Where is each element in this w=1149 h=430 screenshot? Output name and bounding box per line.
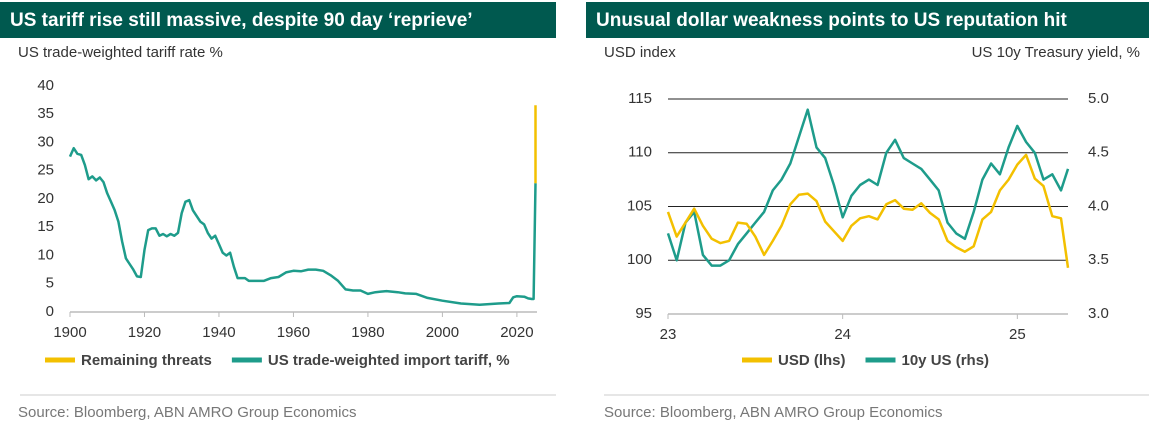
x-tick-label: 2020 <box>500 324 533 341</box>
y-tick-label: 5 <box>46 275 54 292</box>
y2-axis-label: US 10y Treasury yield, % <box>972 44 1140 61</box>
x-tick-label: 23 <box>660 326 677 343</box>
x-tick-label: 1920 <box>128 324 161 341</box>
source: Source: Bloomberg, ABN AMRO Group Econom… <box>604 404 942 421</box>
legend-label: US trade-weighted import tariff, % <box>268 352 510 369</box>
y2-tick-label: 5.0 <box>1088 90 1109 107</box>
y-tick-label: 20 <box>37 190 54 207</box>
y-tick-label: 25 <box>37 162 54 179</box>
y-tick-label: 105 <box>627 197 652 214</box>
source: Source: Bloomberg, ABN AMRO Group Econom… <box>18 404 356 421</box>
y-tick-label: 95 <box>635 305 652 322</box>
x-tick-label: 25 <box>1009 326 1026 343</box>
line-series <box>666 153 1070 268</box>
x-tick-label: 1900 <box>53 324 86 341</box>
legend-label: Remaining threats <box>81 352 212 369</box>
x-tick-label: 24 <box>834 326 851 343</box>
y-tick-label: 30 <box>37 133 54 150</box>
y-tick-label: 115 <box>628 90 652 107</box>
y-tick-label: 15 <box>37 218 54 235</box>
y-tick-label: 10 <box>37 246 54 263</box>
y-tick-label: 110 <box>628 144 652 161</box>
legend-label: 10y US (rhs) <box>902 352 990 369</box>
x-tick-label: 1940 <box>202 324 235 341</box>
y-tick-label: 40 <box>37 77 54 94</box>
chart-title: US tariff rise still massive, despite 90… <box>10 10 473 31</box>
y-axis-label: US trade-weighted tariff rate % <box>18 44 223 61</box>
y2-tick-label: 3.5 <box>1088 251 1109 268</box>
y-tick-label: 100 <box>627 251 652 268</box>
y-axis-label: USD index <box>604 44 676 61</box>
x-tick-label: 1960 <box>277 324 310 341</box>
y-tick-label: 35 <box>37 105 54 122</box>
legend-label: USD (lhs) <box>778 352 846 369</box>
y2-tick-label: 4.0 <box>1088 197 1109 214</box>
y2-tick-label: 4.5 <box>1088 144 1109 161</box>
x-tick-label: 2000 <box>426 324 459 341</box>
y2-tick-label: 3.0 <box>1088 305 1109 322</box>
line-series <box>68 146 537 306</box>
title-bar <box>0 2 556 38</box>
line-series <box>666 108 1070 267</box>
y-tick-label: 0 <box>46 303 54 320</box>
x-tick-label: 1980 <box>351 324 384 341</box>
title-bar <box>586 2 1149 38</box>
chart-title: Unusual dollar weakness points to US rep… <box>596 10 1068 31</box>
